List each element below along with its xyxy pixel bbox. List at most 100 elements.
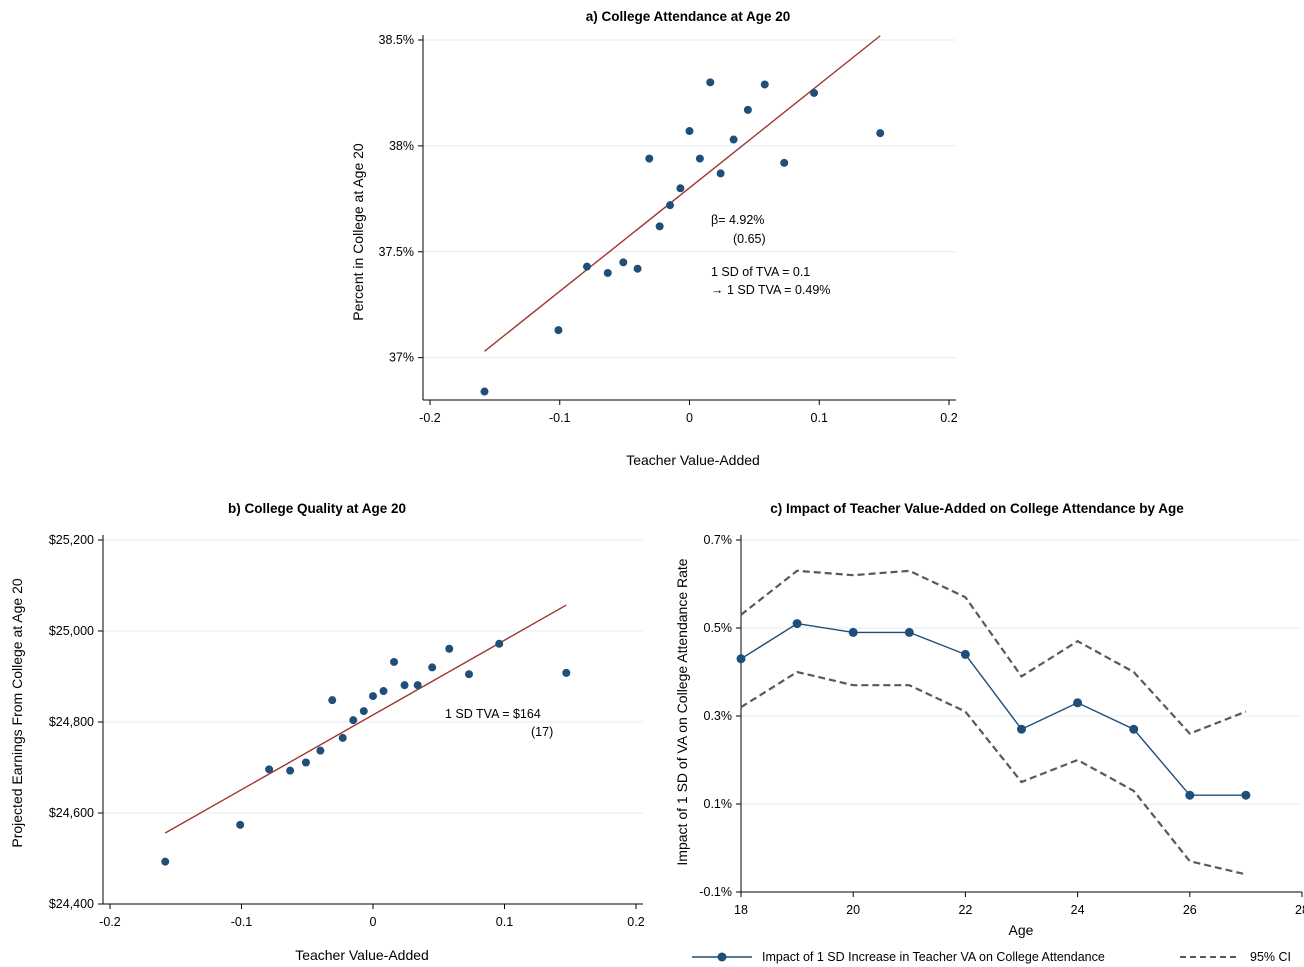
panel-a-point [780, 158, 789, 167]
panel-b: b) College Quality at Age 20 $24,400 $24,… [9, 501, 645, 963]
panel-b-point [265, 765, 274, 774]
panel-a-annotation-effect: → 1 SD TVA = 0.49% [711, 283, 830, 297]
panel-b-point [400, 681, 409, 690]
impact-series-point [904, 627, 914, 637]
panel-b-point [369, 692, 377, 701]
impact-series-point [1017, 724, 1026, 734]
panel-c-xtick-label: 24 [1071, 903, 1085, 917]
panel-a-point [633, 264, 642, 273]
legend-series-marker-swatch [717, 952, 727, 962]
panel-a-point [760, 80, 769, 89]
panel-a-xlabel: Teacher Value-Added [626, 452, 760, 468]
panel-c-ytick-label: 0.1% [704, 797, 733, 811]
panel-b-point [413, 681, 422, 690]
panel-b-ytick-label: $24,800 [49, 715, 94, 729]
panel-b-title: b) College Quality at Age 20 [228, 501, 406, 516]
panel-a-point [876, 129, 885, 138]
impact-series-point [960, 649, 970, 659]
panel-a-title: a) College Attendance at Age 20 [586, 9, 791, 24]
panel-a-point [480, 387, 489, 396]
panel-a-point [729, 135, 738, 144]
panel-b-xlabel: Teacher Value-Added [295, 947, 429, 963]
panel-a-grid [423, 39, 956, 359]
panel-b-point [445, 644, 454, 653]
impact-series-point [1073, 698, 1083, 708]
panel-c-ytick-label: 0.3% [704, 709, 733, 723]
panel-a-point [743, 105, 752, 114]
panel-b-annotation-se: (17) [531, 725, 553, 739]
panel-b-ylabel: Projected Earnings From College at Age 2… [9, 578, 25, 847]
panel-c-xtick-label: 22 [958, 903, 972, 917]
panel-a-axes [422, 35, 956, 401]
panel-a-xtick-label: 0 [686, 411, 693, 425]
panel-b-xtick-label: 0.1 [496, 915, 513, 929]
panel-b-point [338, 733, 347, 742]
panel-c-ytick-label: -0.1% [699, 885, 732, 899]
legend-entry-main: Impact of 1 SD Increase in Teacher VA on… [762, 950, 1105, 964]
legend: Impact of 1 SD Increase in Teacher VA on… [692, 950, 1291, 964]
panel-b-ytick-label: $24,400 [49, 897, 94, 911]
panel-a-points [480, 78, 885, 396]
panel-a-point [603, 268, 612, 277]
panel-b-xtick-label: -0.2 [99, 915, 121, 929]
panel-a-point [582, 262, 591, 271]
panel-a-annotation-beta: β= 4.92% [711, 213, 764, 227]
impact-series-point [1185, 790, 1195, 800]
panel-c-xtick-label: 20 [846, 903, 860, 917]
panel-a-annotation-se: (0.65) [733, 232, 766, 246]
panel-a-point [645, 154, 654, 163]
impact-series-point [1241, 790, 1251, 800]
impact-series-point [848, 627, 858, 637]
panel-c-lines [740, 569, 1247, 876]
impact-series-point [792, 619, 802, 629]
panel-a-point [685, 127, 694, 136]
panel-c-xtick-label: 26 [1183, 903, 1197, 917]
panel-b-point [359, 707, 368, 716]
panel-b-point [328, 696, 337, 705]
panel-a-point [716, 169, 725, 178]
panel-a: a) College Attendance at Age 20 37% 37.5%… [350, 9, 958, 468]
panel-b-point [379, 687, 388, 696]
panel-a-xtick-label: 0.2 [940, 411, 957, 425]
panel-a-point [666, 201, 675, 210]
ci-upper-line [740, 569, 1247, 735]
panel-c-points [736, 619, 1251, 800]
panel-c-ytick-label: 0.5% [704, 621, 733, 635]
panel-a-point [619, 258, 628, 267]
panel-b-xtick-label: 0.2 [627, 915, 644, 929]
panel-c-grid [741, 539, 1302, 893]
panel-b-point [428, 663, 437, 672]
panel-c-xtick-label: 18 [734, 903, 748, 917]
panel-b-xtick-label: 0 [370, 915, 377, 929]
panel-b-ticks: $24,400 $24,600 $24,800 $25,000 $25,200 -0.2 -… [49, 533, 645, 929]
panel-b-ytick-label: $25,200 [49, 533, 94, 547]
panel-a-ytick-label: 38.5% [379, 33, 414, 47]
panel-a-point [695, 154, 704, 163]
impact-series-point [736, 654, 746, 664]
panel-b-grid [103, 539, 643, 905]
panel-a-point [810, 88, 819, 97]
panel-c-xtick-label: 28 [1295, 903, 1304, 917]
panel-b-point [161, 857, 170, 866]
panel-a-point [554, 326, 563, 335]
panel-a-point [706, 78, 715, 87]
panel-c-ylabel: Impact of 1 SD of VA on College Attendan… [674, 558, 690, 865]
panel-a-xtick-label: -0.1 [549, 411, 571, 425]
panel-c-title: c) Impact of Teacher Value-Added on Coll… [770, 501, 1184, 516]
panel-b-point [301, 758, 310, 767]
panel-b-point [464, 670, 473, 679]
panel-b-point [495, 639, 504, 648]
panel-b-ytick-label: $25,000 [49, 624, 94, 638]
panel-b-annotation-effect: 1 SD TVA = $164 [445, 707, 541, 721]
panel-a-ytick-label: 38% [389, 139, 414, 153]
panel-a-point [655, 222, 664, 231]
panel-b-point [236, 820, 245, 829]
panel-a-xtick-label: 0.1 [811, 411, 828, 425]
panel-a-point [676, 184, 685, 193]
panel-b-point [316, 746, 325, 755]
panel-a-ytick-label: 37.5% [379, 245, 414, 259]
legend-entry-ci: 95% CI [1250, 950, 1291, 964]
panel-a-ytick-label: 37% [389, 351, 414, 365]
panel-b-point [390, 657, 399, 666]
